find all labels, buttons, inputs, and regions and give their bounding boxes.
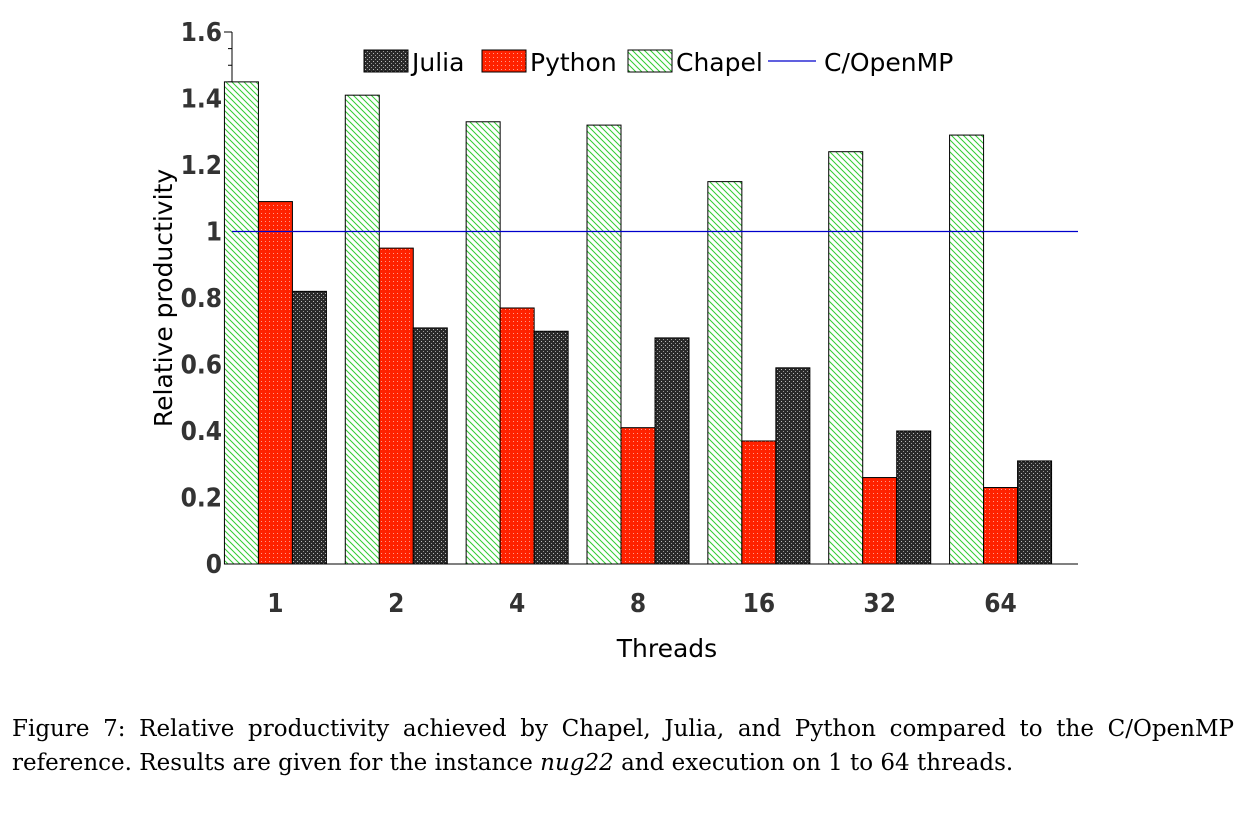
bar-julia-16	[775, 367, 811, 565]
caption-prefix: Figure 7: Relative productivity achieved…	[12, 716, 1234, 776]
legend-label-python: Python	[530, 48, 617, 77]
x-tick-label: 1	[267, 589, 283, 619]
x-tick-label: 16	[743, 589, 776, 619]
bar-julia-8	[654, 337, 690, 565]
bar-python-16	[741, 440, 777, 565]
bar-julia-4	[533, 330, 569, 565]
legend-label-chapel: Chapel	[676, 48, 763, 77]
x-tick-label: 2	[388, 589, 404, 619]
bar-julia-2	[412, 327, 448, 565]
y-tick-label: 1.4	[181, 85, 222, 115]
bar-chapel-32	[828, 151, 864, 565]
legend: Julia Python Chapel C/OpenMP	[363, 48, 953, 77]
bar-chapel-4	[465, 121, 501, 565]
x-tick-label: 4	[509, 589, 525, 619]
bar-chapel-16	[707, 181, 743, 565]
x-tick-label: 8	[630, 589, 646, 619]
y-axis: 0 0.2 0.4 0.6 0.8 1 1.2 1.4 1.6	[181, 18, 232, 580]
bar-python-8	[620, 427, 656, 565]
bar-chapel-2	[344, 94, 380, 565]
bar-chart: 0 0.2 0.4 0.6 0.8 1 1.2 1.4 1.6 1 2 4 8 16 32 64 Relat…	[149, 18, 1078, 663]
caption-suffix: and execution on 1 to 64 threads.	[613, 750, 1014, 776]
legend-label-julia: Julia	[410, 48, 464, 77]
y-tick-label: 1.2	[181, 151, 222, 181]
y-tick-label: 1.6	[181, 18, 222, 48]
bars	[223, 81, 1053, 565]
bar-julia-1	[291, 290, 327, 565]
y-tick-label: 1	[206, 218, 222, 248]
y-tick-label: 0.4	[181, 417, 222, 447]
bar-python-64	[983, 487, 1019, 565]
y-tick-label: 0	[206, 550, 222, 580]
y-tick-label: 0.8	[181, 284, 222, 314]
legend-swatch-julia	[363, 49, 409, 73]
bar-python-1	[257, 201, 293, 565]
bar-julia-32	[896, 430, 932, 565]
y-axis-title: Relative productivity	[149, 169, 178, 427]
bar-python-2	[378, 247, 414, 565]
bar-chapel-1	[223, 81, 259, 565]
y-tick-label: 0.2	[181, 484, 222, 514]
bar-chapel-8	[586, 124, 622, 565]
figure-caption: Figure 7: Relative productivity achieved…	[12, 712, 1234, 780]
caption-instance: nug22	[540, 750, 614, 776]
x-axis-title: Threads	[616, 634, 717, 663]
bar-python-4	[499, 307, 535, 565]
x-tick-label: 32	[863, 589, 896, 619]
y-tick-label: 0.6	[181, 351, 222, 381]
bar-python-32	[862, 477, 898, 565]
bar-chapel-64	[949, 134, 985, 565]
legend-swatch-chapel	[627, 49, 673, 73]
legend-label-c-openmp: C/OpenMP	[824, 48, 953, 77]
legend-swatch-python	[481, 49, 527, 73]
x-tick-label: 64	[984, 589, 1017, 619]
x-axis: 1 2 4 8 16 32 64	[267, 589, 1017, 619]
bar-julia-64	[1017, 460, 1053, 565]
